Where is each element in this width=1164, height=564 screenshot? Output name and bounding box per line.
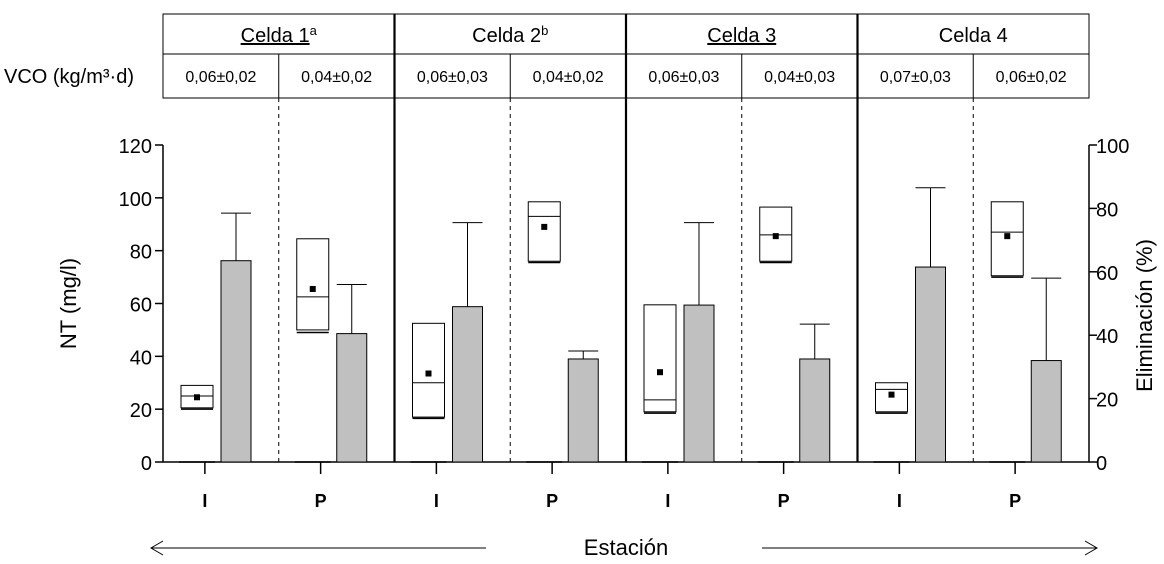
x-axis-label: Estación <box>584 535 668 560</box>
cell-title: Celda 1a <box>241 23 318 47</box>
category-label: P <box>546 491 558 511</box>
box <box>296 238 330 331</box>
box-mean-point <box>194 394 200 401</box>
box <box>527 201 561 262</box>
right-axis-label: Eliminación (%) <box>1132 239 1157 392</box>
vco-value: 0,06±0,03 <box>648 69 719 86</box>
right-tick-label: 80 <box>1096 199 1118 221</box>
category-label: P <box>1009 491 1021 511</box>
box-mean-point <box>425 370 432 377</box>
vco-value: 0,07±0,03 <box>880 69 951 86</box>
removal-bar <box>1030 360 1062 463</box>
removal-bar <box>799 358 831 463</box>
cell-title: Celda 4 <box>939 25 1008 47</box>
category-label: P <box>778 491 790 511</box>
left-tick-label: 120 <box>119 136 152 158</box>
chart-marks <box>179 187 1062 463</box>
vco-value: 0,04±0,02 <box>301 69 372 86</box>
box-mean-point <box>888 391 895 398</box>
removal-bar <box>220 260 252 463</box>
box-mean-point <box>309 285 316 292</box>
removal-bar <box>567 358 599 463</box>
right-tick-label: 100 <box>1096 136 1129 158</box>
cell-header-table: Celda 1a Celda 2b Celda 3 Celda 4 <box>162 13 1090 462</box>
right-tick-label: 0 <box>1096 453 1107 475</box>
cell-title-superscript: b <box>541 23 548 38</box>
category-label: I <box>202 491 207 511</box>
cell-title: Celda 2b <box>472 23 548 47</box>
left-tick-label: 40 <box>130 347 152 369</box>
cell-title-name: Celda 2 <box>472 25 541 47</box>
left-tick-label: 20 <box>130 400 152 422</box>
removal-bar <box>452 306 483 463</box>
vco-label: VCO (kg/m³·d) <box>4 66 134 88</box>
left-tick-label: 0 <box>141 453 152 475</box>
right-arrow-head <box>1084 540 1098 556</box>
cell-title-name: Celda 4 <box>939 25 1008 47</box>
axes: 0 20 40 60 80 100 120 0 20 40 60 80 100 I P I P I P I P <box>119 98 1129 511</box>
removal-bar <box>683 304 715 463</box>
left-axis-label: NT (mg/l) <box>56 258 81 349</box>
removal-bar <box>915 266 946 463</box>
box-mean-point <box>541 223 548 230</box>
box-mean-point <box>772 233 779 240</box>
right-tick-label: 40 <box>1096 326 1118 348</box>
box <box>643 304 677 413</box>
vco-value: 0,06±0,02 <box>185 69 256 86</box>
left-arrow-head <box>150 540 164 556</box>
left-tick-label: 80 <box>130 242 152 264</box>
left-tick-label: 60 <box>130 295 152 317</box>
axis-labels: NT (mg/l) Eliminación (%) Estación <box>56 239 1157 560</box>
category-label: I <box>897 491 902 511</box>
category-label: I <box>434 491 439 511</box>
vco-value: 0,06±0,02 <box>996 69 1067 86</box>
removal-bar <box>336 333 368 463</box>
cell-title-name: Celda 1 <box>241 25 310 47</box>
right-tick-label: 20 <box>1096 390 1118 412</box>
vco-row: VCO (kg/m³·d) 0,06±0,02 0,04±0,02 0,06±0,03… <box>4 66 1067 88</box>
left-tick-label: 100 <box>119 189 152 211</box>
box <box>412 322 445 418</box>
vco-value: 0,04±0,02 <box>533 69 604 86</box>
cell-title: Celda 3 <box>707 25 776 47</box>
category-label: P <box>315 491 327 511</box>
right-tick-label: 60 <box>1096 263 1118 285</box>
vco-value: 0,04±0,03 <box>764 69 835 86</box>
cell-title-superscript: a <box>310 23 318 38</box>
cell-title-name: Celda 3 <box>707 25 776 47</box>
category-label: I <box>665 491 670 511</box>
vco-value: 0,06±0,03 <box>417 69 488 86</box>
box-mean-point <box>657 369 663 376</box>
box-mean-point <box>1004 233 1011 240</box>
